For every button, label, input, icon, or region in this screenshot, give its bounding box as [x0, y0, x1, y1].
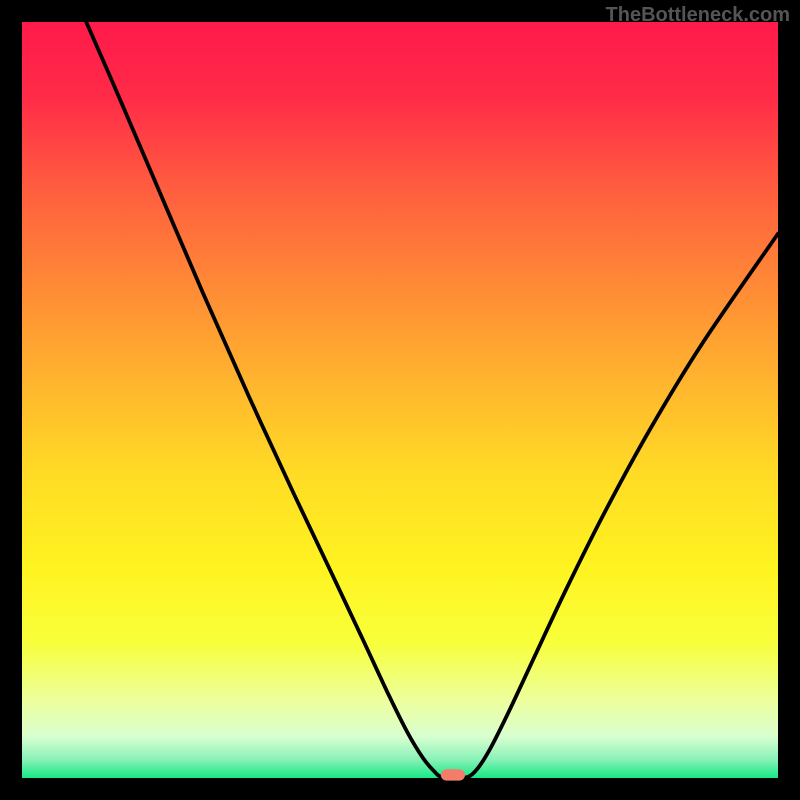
chart-svg [0, 0, 800, 800]
bottleneck-chart: TheBottleneck.com [0, 0, 800, 800]
optimal-point-marker [441, 769, 465, 780]
